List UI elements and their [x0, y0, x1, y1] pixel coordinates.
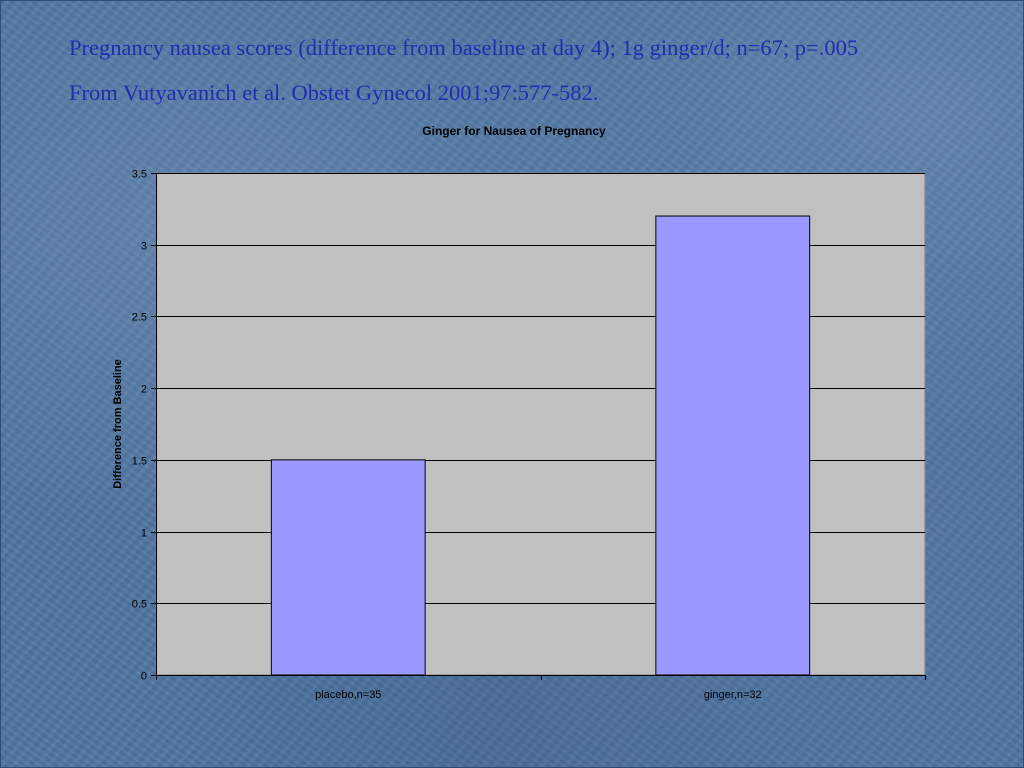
x-category-label: placebo,n=35 [315, 689, 381, 701]
y-tick-label: 0.5 [132, 599, 147, 611]
y-axis-label: Difference from Baseline [112, 359, 124, 489]
y-tick-label: 2.5 [132, 312, 147, 324]
y-tick-label: 3 [141, 241, 147, 253]
y-tick-label: 1.5 [132, 456, 147, 468]
bar [655, 215, 811, 676]
y-tick-label: 2 [141, 384, 147, 396]
y-tick-label: 3.5 [132, 169, 147, 181]
y-tick-label: 0 [141, 671, 147, 683]
plot-area-group: 0 0.5 1 1.5 2 2.5 3 3.5 placebo,n=35 ginger,n=32 [132, 169, 926, 701]
y-tick-label: 1 [141, 528, 147, 540]
chart-title: Ginger for Nausea of Pregnancy [422, 124, 606, 138]
slide-heading-line-1: Pregnancy nausea scores (difference from… [69, 35, 859, 60]
x-category-label: ginger,n=32 [704, 689, 762, 701]
slide-heading-line-2: From Vutyavanich et al. Obstet Gynecol 2… [69, 80, 599, 105]
bar [270, 459, 426, 676]
